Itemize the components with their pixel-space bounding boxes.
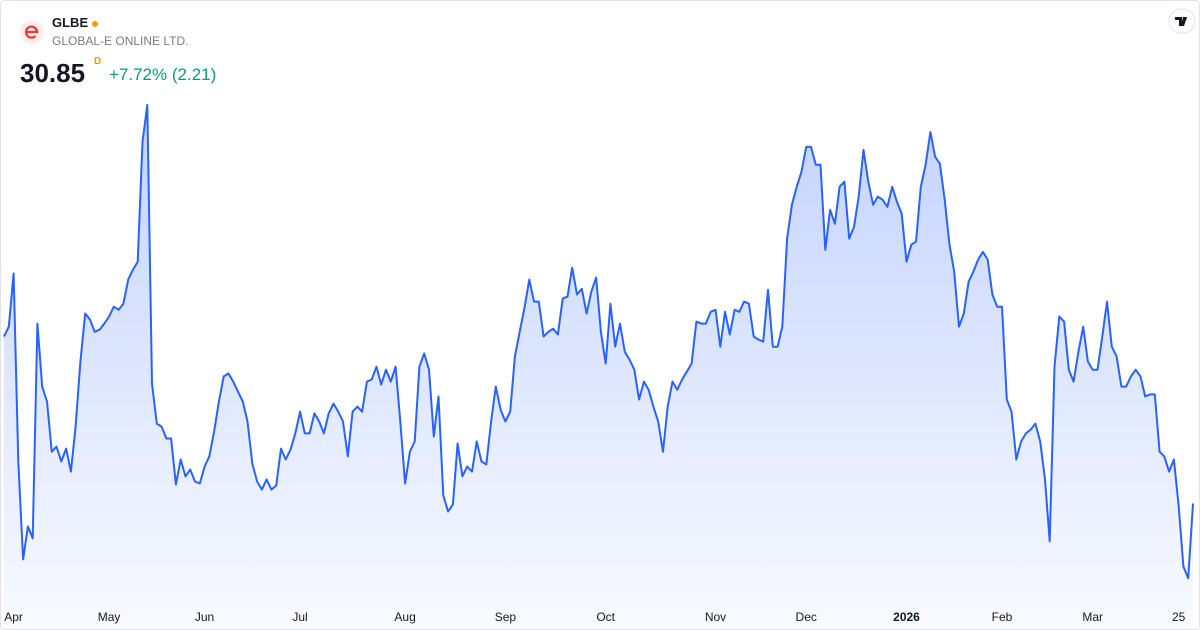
symbol: GLBE xyxy=(52,15,89,30)
x-tick-label: 25 xyxy=(1172,610,1186,624)
x-tick-label: May xyxy=(98,610,121,624)
logo xyxy=(20,20,44,44)
tv-logo-dot[interactable] xyxy=(1183,17,1187,21)
x-tick-label: Sep xyxy=(495,610,517,624)
x-tick-label: 2026 xyxy=(893,610,920,624)
status-dot xyxy=(92,20,99,27)
company-name: GLOBAL-E ONLINE LTD. xyxy=(52,34,189,48)
price-line xyxy=(3,103,1194,580)
x-tick-label: Nov xyxy=(705,610,726,624)
interval: D xyxy=(94,56,102,67)
x-tick-label: Feb xyxy=(992,610,1013,624)
x-tick-label: Dec xyxy=(796,610,817,624)
x-tick-label: Jun xyxy=(195,610,214,624)
x-tick-label: Mar xyxy=(1082,610,1103,624)
change: +7.72% (2.21) xyxy=(109,65,217,84)
x-tick-label: Apr xyxy=(4,610,23,624)
symbol-row: GLBE xyxy=(52,15,99,30)
x-tick-label: Jul xyxy=(292,610,307,624)
x-tick-label: Aug xyxy=(394,610,415,624)
logo-e xyxy=(24,25,39,39)
tv-logo[interactable] xyxy=(1168,8,1196,34)
area xyxy=(4,104,1193,629)
price: 30.85 xyxy=(20,58,86,88)
x-tick-label: Oct xyxy=(596,610,615,624)
